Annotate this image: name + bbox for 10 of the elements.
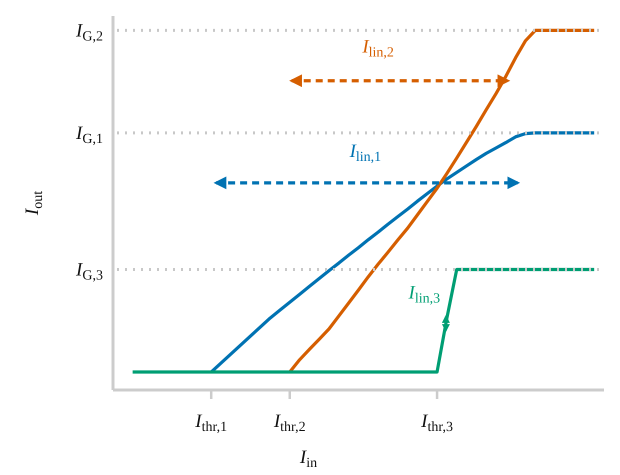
x-tick-label: I$_{thr,1}$ — [194, 411, 228, 436]
annotation: I$_{lin,3}$ — [407, 282, 440, 307]
x-tick-label: I$_{thr,3}$ — [420, 411, 453, 436]
x-tick-label: I$_{thr,2}$ — [272, 411, 306, 436]
ref-line-label: I$_{G,3}$ — [75, 260, 103, 284]
annotation: I$_{lin,2}$ — [361, 36, 394, 61]
ref-line-label: I$_{G,2}$ — [75, 20, 103, 45]
annotation: I$_{lin,1}$ — [348, 140, 382, 166]
ref-line-label: I$_{G,1}$ — [75, 122, 103, 148]
x-axis-title: I$_{in}$ — [298, 447, 318, 472]
